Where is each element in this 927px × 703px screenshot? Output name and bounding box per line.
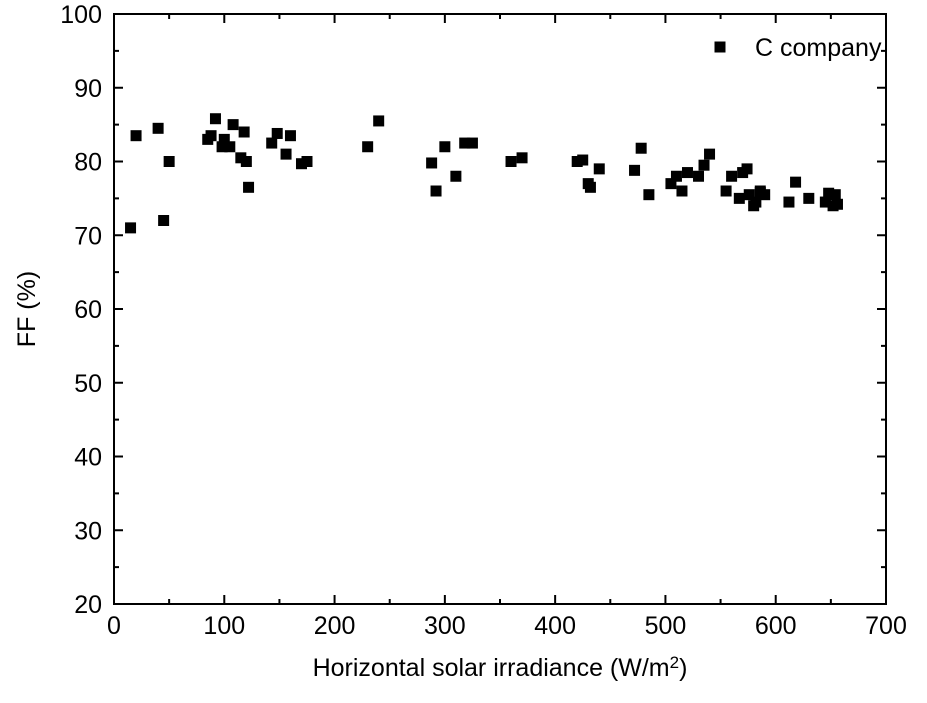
x-tick-label: 500 xyxy=(645,612,687,640)
data-point xyxy=(759,189,770,200)
data-point xyxy=(506,156,517,167)
data-point xyxy=(373,115,384,126)
x-tick-label: 600 xyxy=(755,612,797,640)
data-point xyxy=(643,189,654,200)
data-point xyxy=(281,149,292,160)
data-point xyxy=(224,141,235,152)
x-axis-label: Horizontal solar irradiance (W/m2) xyxy=(313,653,688,682)
data-point xyxy=(210,113,221,124)
data-point xyxy=(266,138,277,149)
legend-label: C company xyxy=(755,34,882,62)
legend-marker xyxy=(715,42,726,53)
x-tick-label: 700 xyxy=(865,612,907,640)
data-point xyxy=(153,123,164,134)
y-tick-label: 100 xyxy=(60,1,102,29)
y-tick-label: 40 xyxy=(74,444,102,472)
data-point xyxy=(676,186,687,197)
data-point xyxy=(467,138,478,149)
x-tick-label: 200 xyxy=(314,612,356,640)
data-point xyxy=(272,128,283,139)
data-point xyxy=(585,182,596,193)
x-tick-label: 400 xyxy=(534,612,576,640)
data-point xyxy=(243,182,254,193)
x-tick-label: 100 xyxy=(203,612,245,640)
data-point xyxy=(699,160,710,171)
chart-bg xyxy=(0,0,927,703)
x-tick-label: 0 xyxy=(107,612,121,640)
y-axis-label: FF (%) xyxy=(13,271,41,347)
scatter-chart: 0 100 200 300 400 500 600 700 20 30 40 50 60 70 80 90 10… xyxy=(0,0,927,703)
data-point xyxy=(131,130,142,141)
data-point xyxy=(431,186,442,197)
data-point xyxy=(228,119,239,130)
data-point xyxy=(285,130,296,141)
data-point xyxy=(426,157,437,168)
data-point xyxy=(734,193,745,204)
data-point xyxy=(629,165,640,176)
data-point xyxy=(239,127,250,138)
y-tick-label: 80 xyxy=(74,149,102,177)
data-point xyxy=(577,155,588,166)
data-point xyxy=(830,189,841,200)
y-tick-label: 70 xyxy=(74,222,102,250)
y-tick-label: 20 xyxy=(74,591,102,619)
data-point xyxy=(790,177,801,188)
x-tick-label: 300 xyxy=(424,612,466,640)
data-point xyxy=(439,141,450,152)
data-point xyxy=(302,156,313,167)
y-tick-label: 90 xyxy=(74,75,102,103)
data-point xyxy=(783,197,794,208)
data-point xyxy=(594,163,605,174)
data-point xyxy=(682,167,693,178)
data-point xyxy=(671,171,682,182)
chart-svg: 0 100 200 300 400 500 600 700 20 30 40 50 60 70 80 90 10… xyxy=(0,0,927,703)
data-point xyxy=(832,199,843,210)
data-point xyxy=(742,163,753,174)
y-tick-label: 60 xyxy=(74,296,102,324)
data-point xyxy=(125,222,136,233)
data-point xyxy=(241,156,252,167)
data-point xyxy=(158,215,169,226)
y-tick-label: 30 xyxy=(74,517,102,545)
data-point xyxy=(704,149,715,160)
data-point xyxy=(636,143,647,154)
data-point xyxy=(206,130,217,141)
y-tick-label: 50 xyxy=(74,370,102,398)
data-point xyxy=(721,186,732,197)
data-point xyxy=(803,193,814,204)
data-point xyxy=(362,141,373,152)
data-point xyxy=(517,152,528,163)
data-point xyxy=(693,171,704,182)
data-point xyxy=(164,156,175,167)
data-point xyxy=(726,171,737,182)
data-point xyxy=(450,171,461,182)
